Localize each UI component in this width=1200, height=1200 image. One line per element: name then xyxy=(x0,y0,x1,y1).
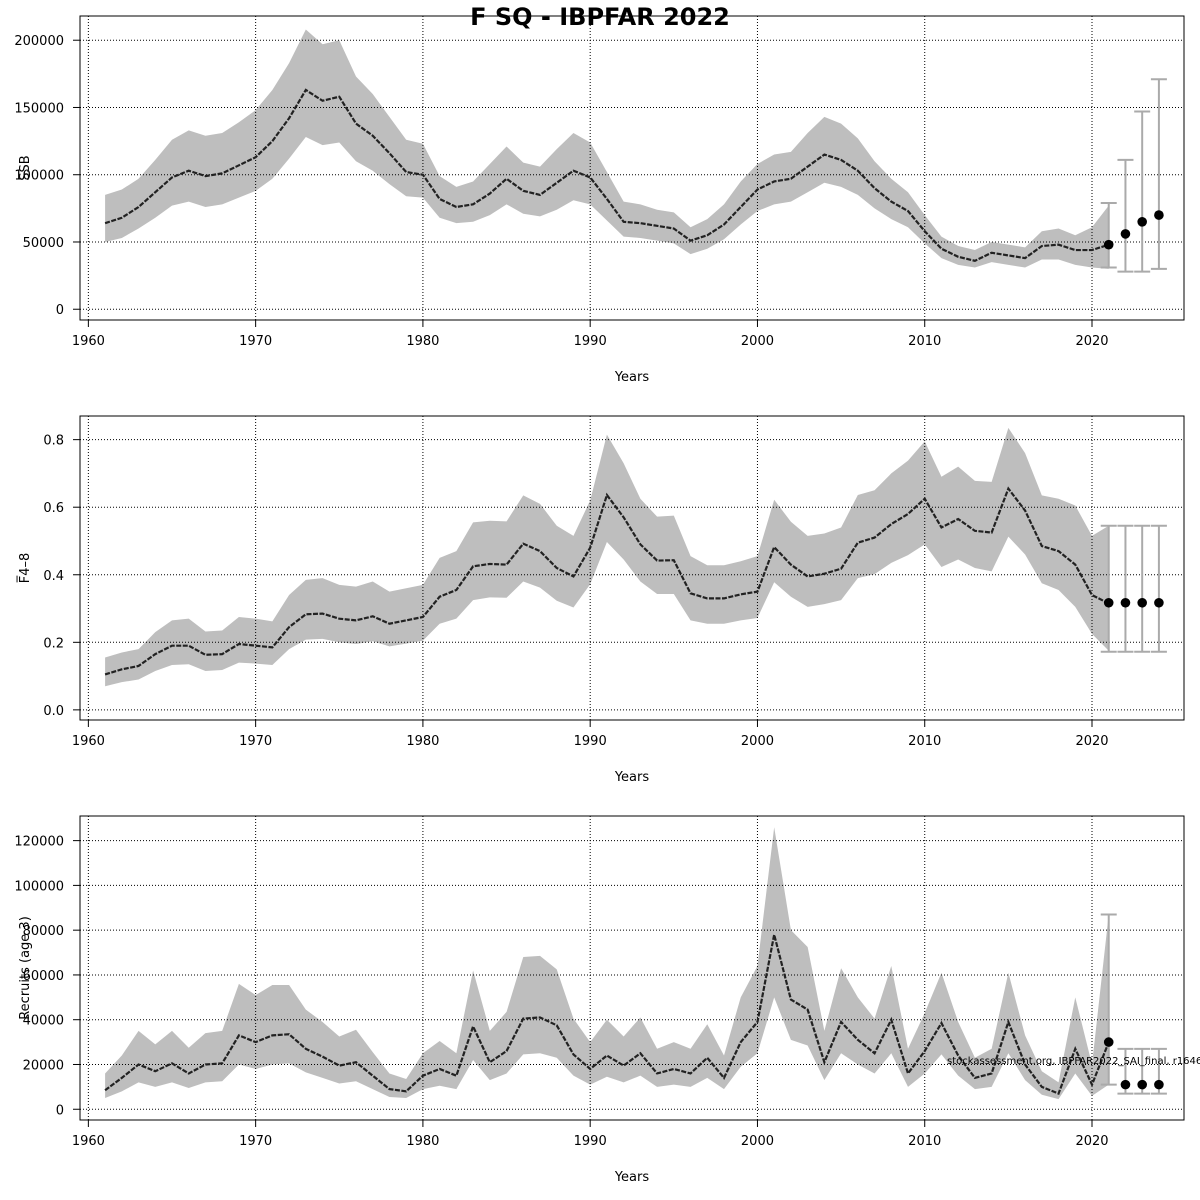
confidence-band xyxy=(105,427,1109,687)
x-tick-label: 2020 xyxy=(1075,734,1108,749)
plot-frame xyxy=(79,15,1185,321)
estimate-line xyxy=(104,88,1110,262)
x-tick-label: 1990 xyxy=(574,334,607,349)
recruitment-panel: 1960 1970 1980 1990 2000 2010 2020 0 20000 40000 6… xyxy=(14,815,1185,1185)
y-tick-label: 0.6 xyxy=(43,501,64,516)
x-tick-label: 2020 xyxy=(1075,1134,1108,1149)
plot-frame xyxy=(79,815,1185,1121)
x-tick-label: 2020 xyxy=(1075,334,1108,349)
footnote-text: stockassessment.org, IBPFAR2022_SAI_fina… xyxy=(947,1056,1200,1067)
x-tick-label: 1970 xyxy=(239,734,272,749)
y-tick-label: 60000 xyxy=(23,969,64,984)
projection-point xyxy=(1103,597,1114,608)
x-tick-label: 1990 xyxy=(574,1134,607,1149)
y-tick-label: 100000 xyxy=(14,879,64,894)
x-tick-label: 1980 xyxy=(406,334,439,349)
projection-point xyxy=(1137,597,1147,608)
projection-point xyxy=(1154,1079,1164,1090)
x-tick-label: 2000 xyxy=(741,734,774,749)
y-tick-label: 0 xyxy=(56,303,64,318)
y-tick-label: 50000 xyxy=(23,236,64,251)
projection-point xyxy=(1120,1079,1131,1090)
projection-point xyxy=(1120,229,1131,239)
y-axis-label: F̅4–8 xyxy=(17,553,33,584)
y-tick-label: 40000 xyxy=(23,1014,64,1029)
y-tick-label: 0.0 xyxy=(43,704,64,719)
projection-point xyxy=(1103,1037,1114,1047)
y-axis-label: SSB xyxy=(18,155,33,180)
y-tick-label: 100000 xyxy=(14,169,64,184)
y-tick-label: 0.8 xyxy=(43,434,64,449)
y-tick-label: 0.2 xyxy=(43,636,64,651)
x-tick-label: 1960 xyxy=(72,734,105,749)
x-tick-label: 1970 xyxy=(239,334,272,349)
y-tick-label: 0 xyxy=(56,1103,64,1118)
y-tick-label: 0.4 xyxy=(43,569,64,584)
projection-point xyxy=(1137,1079,1147,1090)
x-tick-label: 1970 xyxy=(239,1134,272,1149)
projection-point xyxy=(1154,210,1164,220)
x-tick-label: 2000 xyxy=(741,1134,774,1149)
projection-point xyxy=(1103,239,1114,250)
x-tick-label: 1990 xyxy=(574,734,607,749)
x-axis-label: Years xyxy=(614,1170,650,1185)
x-tick-label: 1980 xyxy=(406,734,439,749)
estimate-line xyxy=(104,486,1110,676)
x-axis-label: Years xyxy=(614,770,650,785)
x-tick-label: 2010 xyxy=(908,734,941,749)
y-axis-label: Recruits (age 3) xyxy=(18,916,33,1020)
y-tick-label: 200000 xyxy=(14,34,64,49)
x-tick-label: 1960 xyxy=(72,334,105,349)
projection-point xyxy=(1154,597,1164,608)
projection-point xyxy=(1137,217,1147,227)
estimate-line xyxy=(104,934,1110,1096)
x-tick-label: 1960 xyxy=(72,1134,105,1149)
projection-point xyxy=(1120,597,1131,608)
x-axis-label: Years xyxy=(614,370,650,385)
y-tick-label: 150000 xyxy=(14,101,64,116)
y-tick-label: 120000 xyxy=(14,835,64,850)
y-tick-label: 20000 xyxy=(23,1058,64,1073)
confidence-band xyxy=(105,827,1109,1100)
fishing-mortality-panel: 1960 1970 1980 1990 2000 2010 2020 0.0 0.2 0.4 0.6… xyxy=(17,415,1185,785)
figure-title: F SQ - IBPFAR 2022 xyxy=(470,3,730,31)
x-tick-label: 2010 xyxy=(908,1134,941,1149)
y-tick-label: 80000 xyxy=(23,924,64,939)
x-tick-label: 1980 xyxy=(406,1134,439,1149)
x-tick-label: 2010 xyxy=(908,334,941,349)
confidence-band xyxy=(105,29,1109,269)
x-tick-label: 2000 xyxy=(741,334,774,349)
ssb-panel: 1960 1970 1980 1990 2000 2010 2020 0 50000 100000… xyxy=(14,15,1185,385)
plot-frame xyxy=(79,415,1185,721)
